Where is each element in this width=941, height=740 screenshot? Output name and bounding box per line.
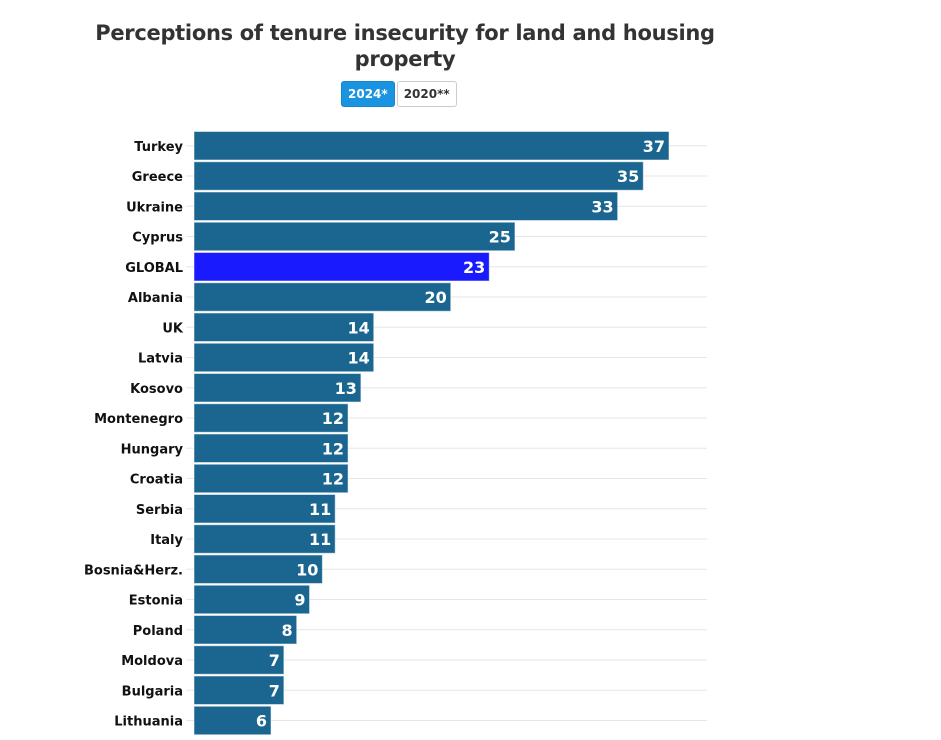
bar-montenegro[interactable] [193,403,349,433]
bar-bulgaria[interactable] [193,675,285,705]
bar-latvia[interactable] [193,342,375,373]
value-label: 25 [489,228,511,247]
bar-moldova[interactable] [193,645,285,675]
year-2020-button[interactable]: 2020** [396,81,457,107]
category-label: Albania [128,291,183,306]
category-label: Lithuania [114,715,183,730]
value-label: 33 [591,197,613,216]
value-label: 12 [322,470,344,489]
value-label: 14 [347,318,369,337]
value-label: 7 [269,681,280,700]
bar-uk[interactable] [193,312,375,342]
bar-hungary[interactable] [193,433,349,463]
bar-lithuania[interactable] [193,705,272,736]
value-label: 20 [424,288,446,307]
value-label: 11 [309,530,331,549]
bar-cyprus[interactable] [193,221,516,252]
value-label: 11 [309,500,331,519]
category-label: Croatia [130,473,183,488]
category-label: Estonia [129,594,183,609]
bar-poland[interactable] [193,615,298,645]
bar-italy[interactable] [193,524,336,554]
category-label: Greece [132,170,183,185]
bar-bosnia-herz-[interactable] [193,554,323,584]
value-label: 23 [463,258,485,277]
value-label: 8 [282,621,293,640]
bar-global[interactable] [193,252,490,282]
category-label: Italy [150,533,183,548]
bar-albania[interactable] [193,282,452,312]
bar-kosovo[interactable] [193,373,362,403]
category-label: Bulgaria [122,684,183,699]
value-label: 10 [296,560,318,579]
category-label: GLOBAL [125,261,183,276]
value-label: 13 [335,379,357,398]
category-label: Montenegro [94,412,183,427]
value-label: 7 [269,651,280,670]
value-label: 35 [617,167,639,186]
category-label: Cyprus [132,231,183,246]
value-label: 14 [347,349,369,368]
category-label: Kosovo [130,382,183,397]
bar-turkey[interactable] [193,131,670,161]
value-label: 37 [643,137,665,156]
category-label: Hungary [121,442,184,457]
bar-serbia[interactable] [193,494,336,524]
bar-ukraine[interactable] [193,191,619,221]
category-label: Latvia [138,352,183,367]
category-label: UK [162,321,184,336]
bar-croatia[interactable] [193,463,349,494]
chart-title: Perceptions of tenure insecurity for lan… [95,21,715,71]
value-label: 12 [322,439,344,458]
value-label: 9 [294,591,305,610]
category-label: Serbia [136,503,183,518]
category-label: Poland [133,624,183,639]
value-label: 6 [256,712,267,731]
value-label: 12 [322,409,344,428]
year-toggle: 2024* 2020** [341,81,457,107]
category-label: Turkey [134,140,183,155]
bar-greece[interactable] [193,161,644,191]
year-2024-button[interactable]: 2024* [341,81,395,107]
category-label: Moldova [121,654,183,669]
bar-estonia[interactable] [193,584,311,615]
category-label: Bosnia&Herz. [84,563,183,578]
category-label: Ukraine [126,200,183,215]
